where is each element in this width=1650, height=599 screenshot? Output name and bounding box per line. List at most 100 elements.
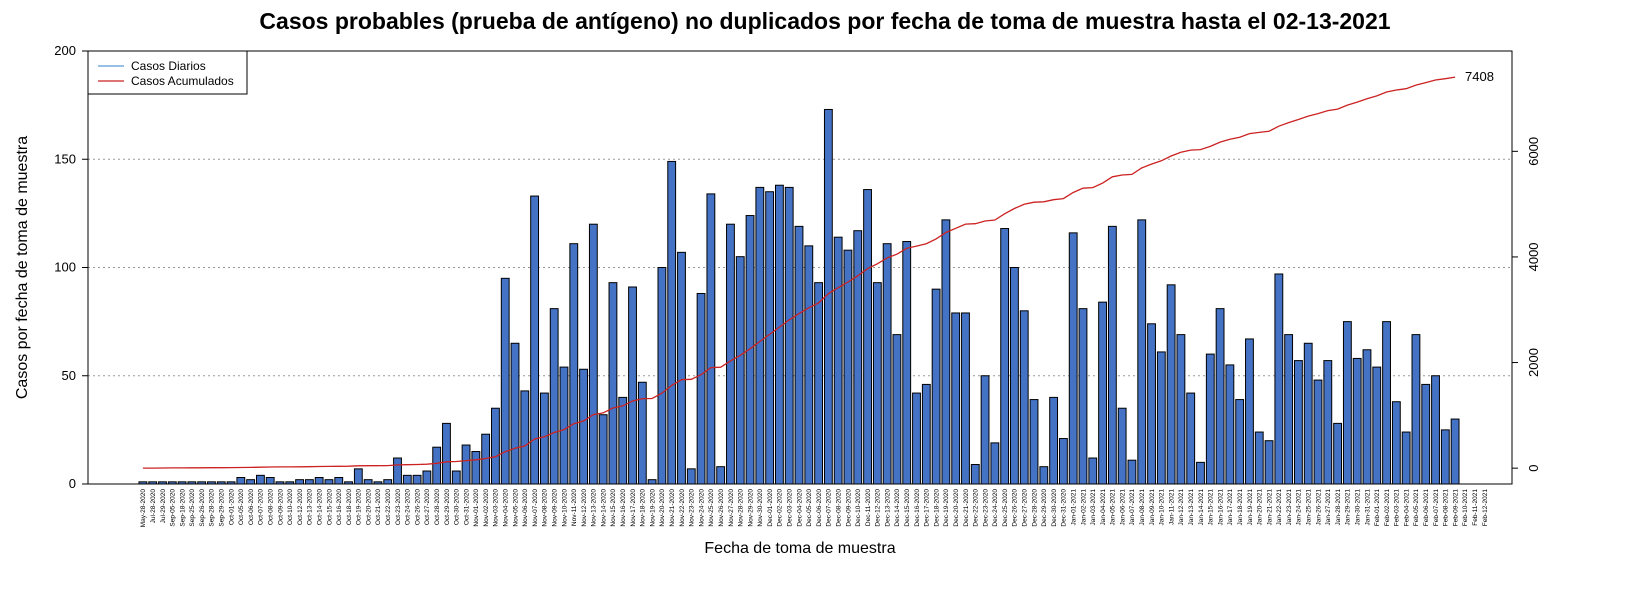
bar	[236, 477, 246, 485]
bar	[1049, 396, 1059, 485]
y2-tick-label: 6000	[1526, 137, 1541, 166]
x-tick-label: Nov-06-2020	[522, 489, 529, 527]
x-tick-label: Dec-26-2020	[1012, 489, 1019, 527]
x-tick-label: Nov-02-2020	[483, 489, 490, 527]
x-tick-label: Dec-19-2020	[943, 489, 950, 527]
bar	[422, 470, 432, 485]
bar	[1029, 399, 1039, 485]
bar	[628, 286, 637, 485]
bar	[1274, 273, 1284, 485]
bar	[255, 474, 265, 485]
x-tick-label: Dec-11-2020	[865, 489, 872, 526]
x-tick-label: Jan-15-2021	[1208, 489, 1215, 526]
x-tick-label: Nov-05-2020	[512, 489, 519, 527]
bar	[432, 446, 442, 485]
x-tick-label: Nov-10-2020	[561, 489, 568, 527]
x-tick-label: Jan-31-2021	[1364, 489, 1371, 526]
x-tick-label: Oct-06-2020	[248, 489, 255, 526]
x-tick-label: Jan-16-2021	[1217, 489, 1224, 526]
bar	[882, 243, 892, 485]
x-tick-label: Nov-08-2020	[542, 489, 549, 527]
x-tick-label: Oct-24-2020	[405, 489, 412, 526]
x-tick-label: Jan-14-2021	[1198, 489, 1205, 526]
bar	[1215, 308, 1225, 485]
x-tick-label: Dec-22-2020	[973, 489, 980, 527]
y-axis-title: Casos por fecha de toma de muestra	[14, 136, 31, 399]
bar	[588, 223, 598, 485]
x-tick-label: Nov-23-2020	[689, 489, 696, 527]
bar	[902, 241, 912, 485]
bar	[1284, 334, 1294, 485]
x-tick-label: Dec-18-2020	[933, 489, 940, 527]
x-tick-label: Oct-10-2020	[287, 489, 294, 526]
bar	[1156, 351, 1166, 485]
y-tick-label: 50	[62, 368, 76, 383]
bar	[549, 308, 559, 485]
x-tick-label: Sep-29-2020	[219, 489, 226, 527]
bar	[1440, 429, 1450, 485]
bar	[912, 392, 921, 485]
bar	[451, 470, 461, 485]
bar	[1372, 366, 1382, 485]
bar	[471, 451, 481, 485]
bar	[872, 282, 882, 485]
x-tick-label: Dec-16-2020	[914, 489, 921, 527]
bar	[667, 160, 677, 485]
x-tick-label: Jan-28-2021	[1335, 489, 1342, 526]
bar	[1303, 342, 1313, 485]
x-tick-label: Nov-03-2020	[493, 489, 500, 527]
y2-tick-label: 0	[1526, 465, 1541, 472]
bar	[569, 243, 579, 485]
x-tick-label: Oct-12-2020	[297, 489, 304, 526]
bar	[1147, 323, 1156, 485]
x-tick-label: Nov-18-2020	[640, 489, 647, 527]
bar	[1254, 431, 1264, 485]
bar	[539, 392, 549, 485]
x-tick-label: Dec-23-2020	[982, 489, 989, 527]
bar	[1235, 399, 1245, 485]
x-tick-label: Dec-08-2020	[836, 489, 843, 527]
y-tick-label: 0	[69, 476, 76, 491]
x-tick-label: Dec-02-2020	[777, 489, 784, 527]
x-tick-label: Sep-26-2020	[199, 489, 206, 527]
bar	[1205, 353, 1215, 485]
x-tick-label: Feb-06-2021	[1423, 489, 1430, 527]
bar	[1019, 310, 1029, 485]
x-tick-label: Feb-04-2021	[1403, 489, 1410, 527]
x-tick-label: Nov-26-2020	[718, 489, 725, 527]
x-tick-label: Dec-28-2020	[1031, 489, 1038, 527]
bar	[1166, 284, 1176, 485]
bar	[1245, 338, 1254, 485]
bar	[1176, 334, 1186, 485]
x-tick-label: Dec-07-2020	[826, 489, 833, 527]
bar	[1411, 334, 1421, 485]
legend: Casos Diarios Casos Acumulados	[87, 50, 248, 95]
bar	[1421, 383, 1431, 485]
x-tick-label: Jan-02-2021	[1080, 489, 1087, 526]
x-tick-label: Feb-02-2021	[1384, 489, 1391, 527]
x-tick-label: Sep-28-2020	[209, 489, 216, 527]
bar	[1137, 219, 1147, 485]
x-tick-label: Dec-30-2020	[1051, 489, 1058, 527]
y2-tick-label: 4000	[1526, 242, 1541, 271]
x-tick-label: Nov-27-2020	[728, 489, 735, 527]
bar	[921, 383, 931, 485]
x-tick-label: Jan-11-2021	[1168, 489, 1175, 525]
bar	[892, 334, 902, 485]
bar	[843, 249, 853, 485]
bar	[726, 223, 735, 485]
bar	[686, 468, 696, 485]
bar	[491, 407, 500, 485]
y-tick-label: 200	[54, 43, 76, 58]
x-tick-label: Oct-26-2020	[414, 489, 421, 526]
x-tick-label: Jan-03-2021	[1090, 489, 1097, 526]
x-tick-label: Feb-05-2021	[1413, 489, 1420, 527]
x-tick-label: Dec-21-2020	[963, 489, 970, 527]
x-tick-label: Jan-21-2021	[1266, 489, 1273, 526]
x-tick-label: Nov-07-2020	[532, 489, 539, 527]
x-tick-label: Nov-21-2020	[669, 489, 676, 527]
x-tick-label: Nov-24-2020	[698, 489, 705, 527]
cumulative-line-layer	[142, 76, 1456, 469]
bar	[1068, 232, 1078, 485]
x-tick-label: Oct-07-2020	[258, 489, 265, 526]
